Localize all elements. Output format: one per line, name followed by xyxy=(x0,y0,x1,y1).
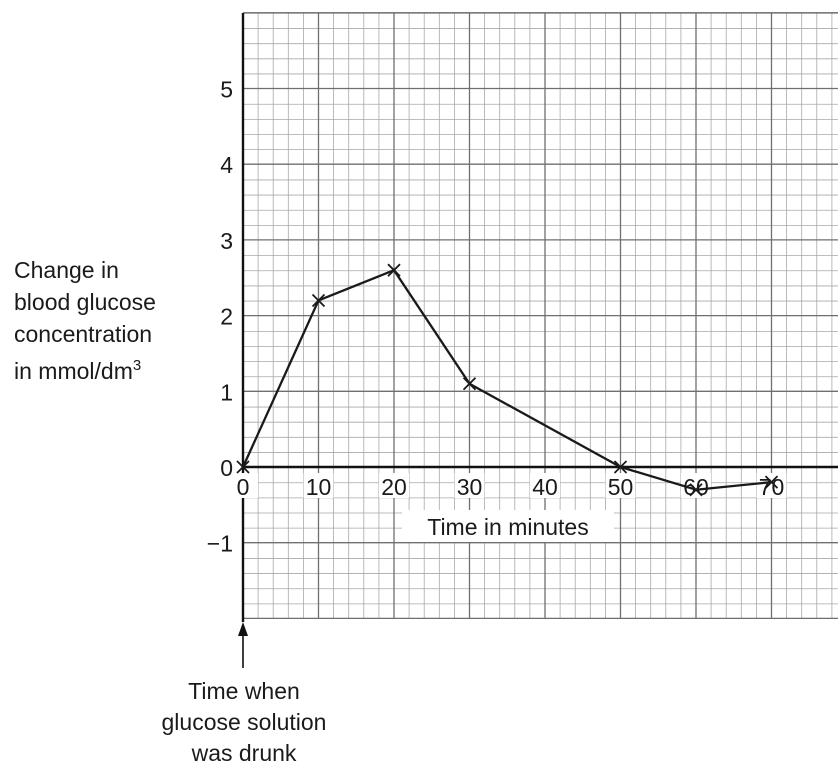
x-tick-label-bg xyxy=(454,473,485,498)
y-tick-label-bg xyxy=(196,222,236,253)
x-axis-label: Time in minutes xyxy=(427,514,588,540)
y-axis-label-line-3: concentration xyxy=(14,321,153,347)
y-tick-label: 3 xyxy=(220,228,233,254)
start-annotation: Time when glucose solution was drunk xyxy=(144,676,344,769)
y-tick-label-bg xyxy=(196,71,236,102)
x-tick-label: 20 xyxy=(381,474,407,500)
data-point-marker xyxy=(689,483,703,497)
y-tick-label: 2 xyxy=(220,304,233,330)
x-axis-label-bg xyxy=(402,510,614,542)
x-tick-label: 50 xyxy=(608,474,634,500)
y-axis-label-line-2: blood glucose xyxy=(14,289,156,315)
y-tick-label-bg xyxy=(196,450,236,480)
annotation-line-3: was drunk xyxy=(191,740,297,766)
x-tick-label-bg xyxy=(756,473,787,498)
data-point-marker xyxy=(387,263,401,277)
start-arrow xyxy=(238,622,248,668)
y-tick-label-bg xyxy=(196,525,236,556)
data-point-marker xyxy=(311,293,326,308)
data-point-marker xyxy=(613,460,628,474)
x-tick-label: 10 xyxy=(306,474,332,500)
y-tick-label-bg xyxy=(196,298,236,329)
x-tick-label: 70 xyxy=(759,474,785,500)
y-axis-unit: in mmol/dm xyxy=(14,358,133,384)
data-point-marker xyxy=(236,460,250,474)
annotation-line-1: Time when xyxy=(188,678,300,704)
y-axis-unit-exponent: 3 xyxy=(132,357,142,374)
x-tick-label-bg xyxy=(605,473,636,498)
y-tick-label-bg xyxy=(196,374,236,405)
arrow-head xyxy=(238,622,248,636)
data-point-marker xyxy=(764,475,779,489)
y-tick-label: 4 xyxy=(220,152,233,178)
y-tick-label: 0 xyxy=(220,455,233,481)
axes xyxy=(241,13,838,622)
y-tick-label: 5 xyxy=(220,77,233,103)
data-series xyxy=(236,263,779,497)
x-tick-label: 40 xyxy=(532,474,558,500)
y-axis-label-line-4: in mmol/dm3 xyxy=(14,350,204,387)
y-axis-label: Change in blood glucose concentration in… xyxy=(14,254,204,387)
y-tick-label-bg xyxy=(196,147,236,178)
x-tick-label-bg xyxy=(379,473,409,498)
x-axis-label-group: Time in minutes xyxy=(402,510,614,542)
x-tick-label-bg xyxy=(681,473,711,498)
x-tick-label-bg xyxy=(530,473,560,498)
y-tick-label: −1 xyxy=(207,531,233,557)
x-tick-label: 0 xyxy=(237,474,250,500)
x-tick-label: 30 xyxy=(457,474,483,500)
y-tick-label: 1 xyxy=(220,379,233,405)
y-axis-label-line-1: Change in xyxy=(14,257,119,283)
x-tick-label-bg xyxy=(303,473,334,498)
annotation-line-2: glucose solution xyxy=(161,709,327,735)
data-point-marker xyxy=(462,377,477,391)
